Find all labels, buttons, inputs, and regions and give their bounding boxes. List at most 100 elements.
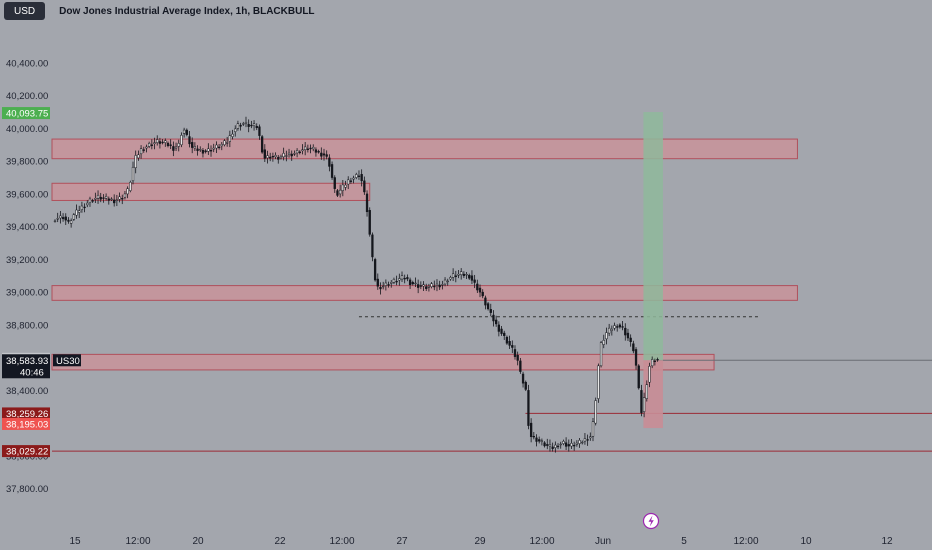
candle-body: [538, 439, 541, 442]
candle-body: [548, 444, 552, 447]
stop-zone[interactable]: [643, 360, 663, 429]
candle: [266, 150, 269, 164]
candle-body: [266, 155, 269, 159]
candle: [556, 443, 560, 450]
candle-body: [573, 444, 576, 447]
candle-body: [618, 324, 622, 328]
candle-body: [158, 141, 162, 144]
candle: [161, 139, 164, 145]
candle-body: [470, 275, 474, 281]
candle: [562, 439, 565, 446]
candle-body: [352, 177, 355, 180]
candle-body: [511, 345, 514, 348]
x-tick-label: 12:00: [733, 536, 758, 547]
candle-body: [478, 287, 482, 293]
candle-body: [451, 273, 455, 278]
candle-body: [336, 190, 339, 196]
candle: [67, 217, 70, 224]
candle-body: [513, 349, 517, 357]
candle: [505, 335, 509, 345]
candle-body: [145, 146, 148, 149]
candle: [567, 439, 570, 452]
resistance-zone-3[interactable]: [51, 353, 715, 371]
candle-body: [651, 359, 654, 367]
candle: [398, 273, 401, 286]
candle: [363, 176, 366, 195]
candle: [551, 442, 554, 452]
resistance-zone-2[interactable]: [51, 285, 798, 301]
candle: [271, 152, 275, 162]
candle-body: [589, 436, 592, 439]
candle: [435, 279, 439, 292]
candle: [212, 143, 215, 153]
candle: [75, 204, 78, 219]
candle-body: [575, 442, 579, 445]
lines-layer: [52, 316, 932, 452]
candle-body: [209, 150, 213, 152]
candle: [481, 289, 484, 299]
candle-body: [142, 149, 145, 151]
candle: [166, 141, 170, 148]
candle: [317, 149, 320, 154]
candle-body: [586, 439, 589, 441]
candle: [99, 192, 102, 203]
target-zone[interactable]: [643, 112, 663, 361]
candle-body: [274, 155, 277, 158]
candle: [344, 180, 347, 191]
candle: [164, 138, 167, 147]
candle: [559, 441, 562, 449]
candle: [454, 270, 457, 283]
candle-body: [355, 174, 358, 178]
y-tick-label: 39,400.00: [6, 222, 48, 233]
candle: [121, 194, 124, 205]
candle: [277, 155, 280, 164]
resistance-zone-0[interactable]: [51, 138, 798, 160]
candle: [497, 321, 501, 337]
candle: [156, 135, 159, 146]
candle-body: [59, 215, 62, 219]
candle-body: [621, 326, 624, 328]
candle-body: [443, 279, 447, 285]
candle: [535, 434, 538, 447]
last-price-value: 38,583.93: [6, 356, 48, 367]
candle: [59, 210, 62, 224]
candle-body: [137, 154, 140, 159]
candle-body: [67, 219, 70, 222]
candle: [239, 122, 242, 131]
candle: [519, 357, 522, 374]
candle-body: [94, 198, 97, 200]
candle: [632, 340, 635, 354]
candle-body: [231, 133, 234, 137]
candle-body: [365, 193, 369, 213]
candle: [570, 439, 573, 450]
candle: [123, 190, 127, 200]
candle-body: [382, 285, 385, 288]
candle: [524, 380, 527, 392]
position-tool[interactable]: [643, 112, 663, 429]
candle-body: [271, 156, 275, 158]
candle-body: [56, 218, 59, 220]
candle: [495, 315, 498, 327]
replay-icon[interactable]: [642, 512, 660, 530]
candle-body: [632, 343, 635, 352]
candle-body: [653, 360, 657, 362]
candle: [357, 170, 361, 180]
candle-body: [80, 205, 84, 210]
candle: [419, 281, 422, 290]
candle: [642, 392, 646, 418]
x-axis[interactable]: 15 12:00 20 22 12:00 27 29 12:00 Jun 5 12:00 10 12: [69, 536, 893, 547]
candle: [269, 152, 272, 162]
candle-body: [411, 282, 414, 285]
candle-body: [153, 142, 156, 144]
candle: [102, 194, 105, 203]
candle: [83, 203, 86, 213]
y-tick-label: 38,400.00: [6, 386, 48, 397]
candle-body: [368, 210, 371, 235]
currency-button[interactable]: USD: [4, 2, 46, 20]
candle: [309, 144, 312, 154]
candle: [384, 279, 388, 291]
candle: [134, 150, 137, 174]
candle-body: [516, 354, 519, 361]
